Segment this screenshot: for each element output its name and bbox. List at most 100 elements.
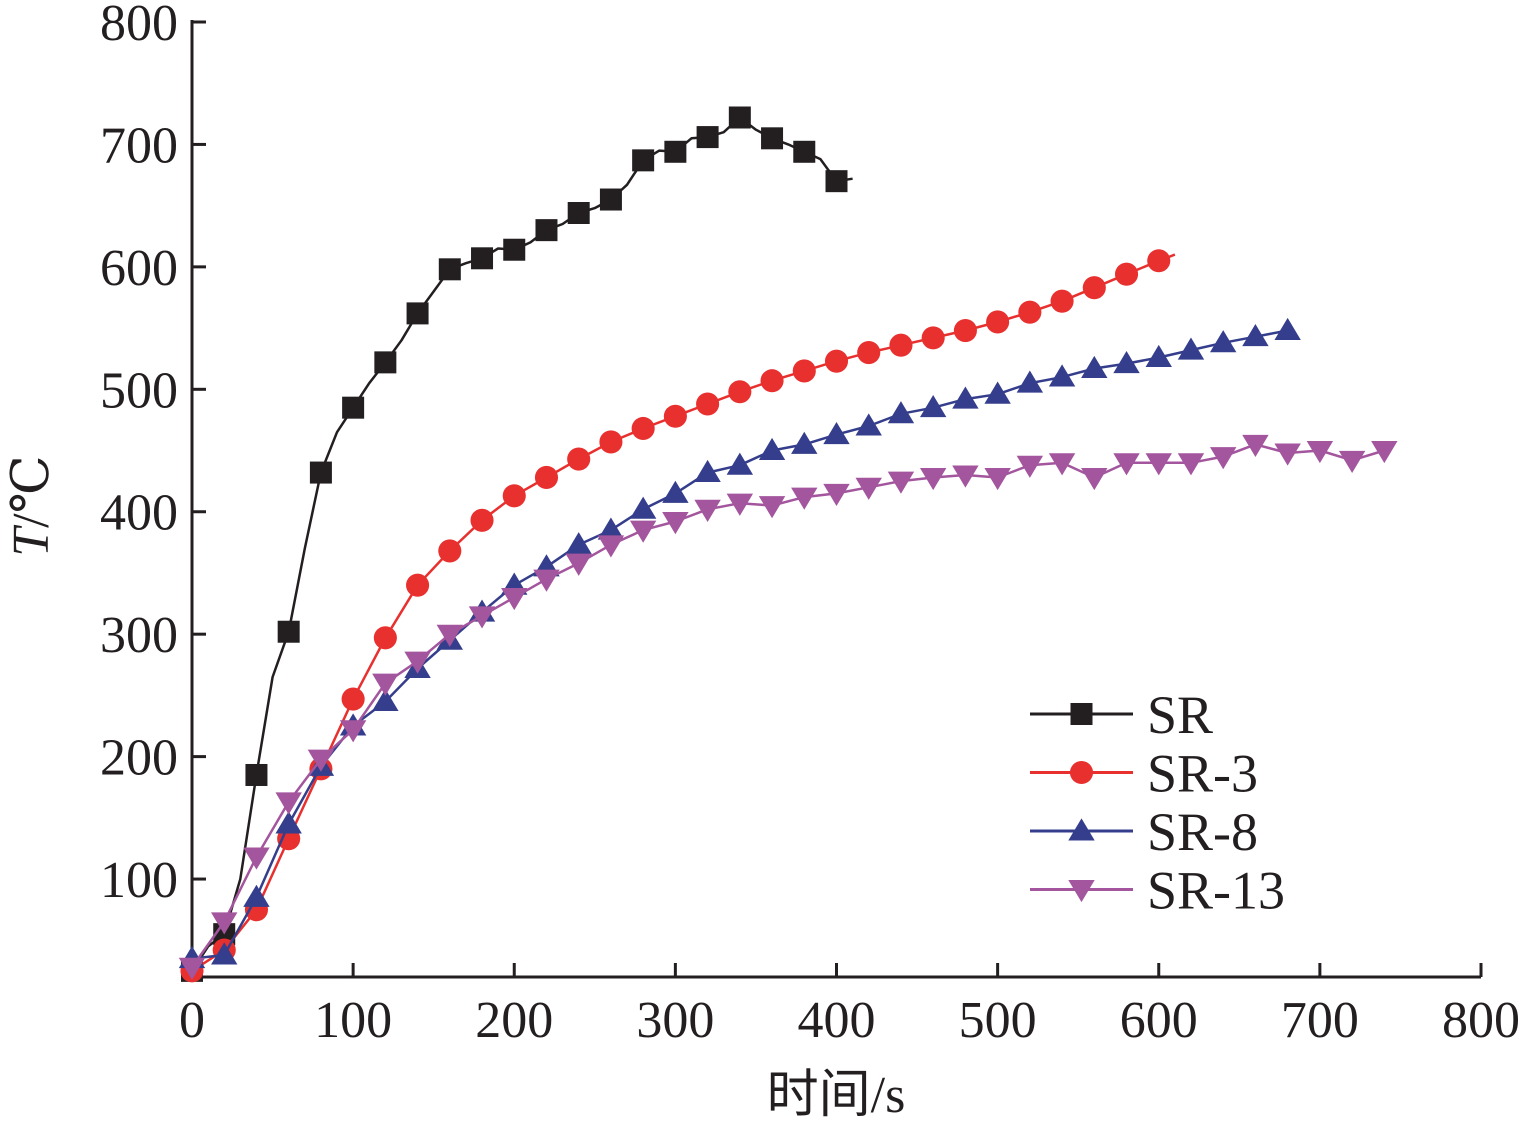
data-point-SR-3 bbox=[824, 349, 849, 373]
data-point-SR-3 bbox=[792, 359, 816, 383]
x-tick-label: 600 bbox=[1120, 992, 1198, 1049]
series-SR-3 bbox=[180, 249, 1176, 983]
data-point-SR-13 bbox=[1081, 467, 1108, 491]
data-point-SR-3 bbox=[502, 484, 526, 508]
data-point-SR-3 bbox=[1082, 276, 1106, 300]
legend-item-SR: SR bbox=[1030, 685, 1213, 745]
data-point-SR-3 bbox=[341, 687, 365, 711]
data-point-SR-8 bbox=[726, 452, 754, 475]
data-point-SR-8 bbox=[1210, 330, 1237, 353]
data-point-SR bbox=[599, 188, 622, 211]
legend-marker bbox=[1070, 703, 1093, 725]
data-point-SR-13 bbox=[919, 467, 947, 491]
legend-item-SR-13: SR-13 bbox=[1030, 861, 1285, 921]
y-tick-label: 600 bbox=[100, 240, 178, 297]
data-point-SR-13 bbox=[629, 520, 657, 543]
data-point-SR-3 bbox=[1114, 262, 1139, 286]
series-SR bbox=[181, 106, 853, 982]
data-point-SR-8 bbox=[1016, 370, 1044, 393]
x-tick-label: 100 bbox=[314, 992, 392, 1049]
data-point-SR-8 bbox=[1145, 344, 1172, 367]
data-point-SR-3 bbox=[1018, 300, 1042, 324]
data-point-SR-3 bbox=[373, 626, 397, 650]
data-point-SR-3 bbox=[599, 430, 623, 454]
data-point-SR-8 bbox=[855, 413, 882, 436]
data-point-SR-8 bbox=[694, 459, 721, 483]
data-point-SR-8 bbox=[823, 421, 850, 445]
data-point-SR-13 bbox=[1048, 453, 1076, 476]
data-point-SR bbox=[406, 302, 429, 325]
legend-marker bbox=[1068, 880, 1095, 903]
data-point-SR bbox=[632, 149, 655, 172]
data-point-SR bbox=[374, 351, 397, 374]
data-point-SR bbox=[503, 238, 526, 261]
data-point-SR bbox=[728, 106, 751, 129]
data-point-SR-13 bbox=[404, 651, 431, 674]
legend-marker bbox=[1069, 760, 1094, 785]
data-point-SR-13 bbox=[243, 847, 270, 870]
y-tick-label: 400 bbox=[100, 485, 178, 542]
data-point-SR-3 bbox=[728, 380, 752, 404]
x-axis-title: 时间/s bbox=[767, 1067, 906, 1122]
series-line-SR-8 bbox=[191, 329, 1288, 960]
data-point-SR-3 bbox=[631, 416, 655, 441]
data-point-SR-3 bbox=[470, 508, 494, 532]
data-point-SR-8 bbox=[629, 496, 657, 519]
legend-label: SR-3 bbox=[1147, 744, 1258, 804]
y-tick-label: 500 bbox=[100, 362, 178, 419]
legend-label: SR-13 bbox=[1147, 861, 1285, 921]
data-point-SR-13 bbox=[275, 792, 302, 815]
data-point-SR-13 bbox=[1274, 443, 1301, 466]
legend-label: SR-8 bbox=[1147, 802, 1258, 862]
data-point-SR-13 bbox=[533, 569, 560, 592]
data-point-SR-13 bbox=[211, 912, 238, 935]
data-point-SR-13 bbox=[436, 624, 463, 647]
y-tick-label: 100 bbox=[100, 852, 178, 909]
data-point-SR-8 bbox=[565, 532, 592, 555]
data-point-SR-3 bbox=[953, 318, 977, 343]
data-point-SR-13 bbox=[1113, 453, 1140, 476]
data-point-SR-13 bbox=[726, 493, 754, 516]
data-point-SR bbox=[825, 170, 848, 193]
data-point-SR-13 bbox=[1177, 453, 1205, 476]
data-point-SR-8 bbox=[1113, 350, 1140, 374]
data-point-SR bbox=[761, 127, 784, 150]
data-point-SR-13 bbox=[952, 465, 979, 488]
data-point-SR-13 bbox=[984, 467, 1011, 491]
data-point-SR-13 bbox=[372, 673, 399, 696]
series-line-SR-3 bbox=[191, 253, 1176, 972]
data-point-SR-8 bbox=[984, 381, 1011, 404]
data-point-SR-13 bbox=[887, 471, 915, 494]
data-point-SR-8 bbox=[372, 688, 399, 712]
data-point-SR-13 bbox=[1242, 434, 1269, 458]
data-point-SR-3 bbox=[1147, 249, 1171, 273]
data-point-SR bbox=[309, 461, 332, 484]
y-tick-label: 800 bbox=[100, 0, 178, 52]
data-point-SR-13 bbox=[501, 587, 528, 611]
data-point-SR-8 bbox=[1274, 317, 1301, 341]
axes: 0 100 200 300 400 500 600 700 800 100 200 300 400 500… bbox=[100, 0, 1520, 1049]
data-point-SR-3 bbox=[406, 573, 430, 597]
data-point-SR bbox=[277, 620, 300, 643]
data-point-SR-13 bbox=[694, 499, 721, 522]
y-axis-title-unit: /℃ bbox=[3, 455, 60, 528]
data-point-SR-8 bbox=[1177, 337, 1205, 360]
data-point-SR-13 bbox=[339, 720, 367, 743]
data-point-SR-13 bbox=[662, 512, 689, 535]
data-point-SR-3 bbox=[567, 447, 591, 471]
x-tick-label: 700 bbox=[1281, 992, 1359, 1049]
data-point-SR-3 bbox=[986, 310, 1010, 334]
data-point-SR-8 bbox=[1242, 324, 1269, 347]
legend-item-SR-8: SR-8 bbox=[1030, 802, 1258, 862]
data-point-SR-13 bbox=[791, 487, 818, 510]
data-point-SR-8 bbox=[791, 431, 818, 454]
y-tick-label: 300 bbox=[100, 607, 178, 664]
data-point-SR-8 bbox=[952, 386, 979, 409]
data-point-SR-13 bbox=[1306, 441, 1334, 464]
data-point-SR-13 bbox=[1145, 453, 1172, 476]
data-point-SR-13 bbox=[758, 496, 786, 519]
x-tick-label: 300 bbox=[636, 992, 714, 1049]
data-point-SR-13 bbox=[468, 606, 496, 629]
data-point-SR-13 bbox=[178, 957, 206, 980]
x-tick-label: 500 bbox=[959, 992, 1037, 1049]
